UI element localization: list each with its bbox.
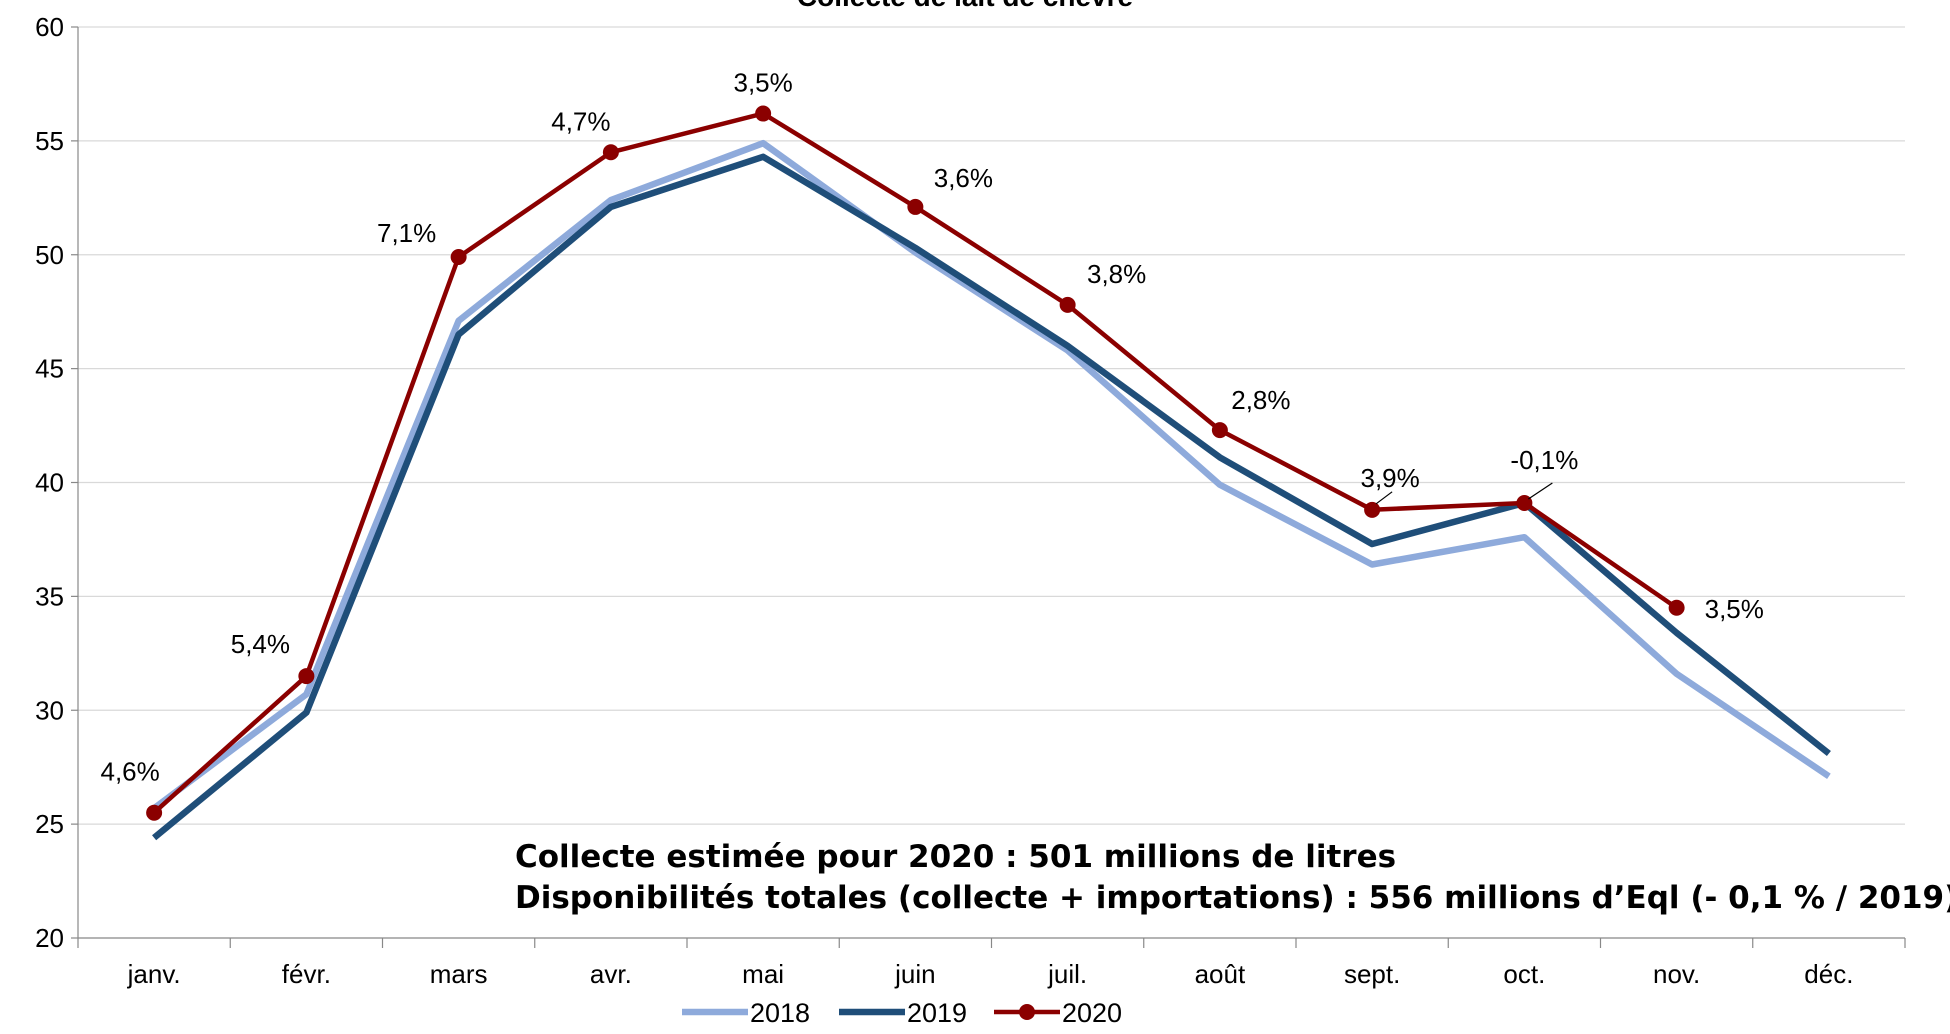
x-axis-ticks: janv. févr. mars avr. mai juin juil. août sept. o… [127,959,1854,989]
y-tick-label: 60 [35,12,64,42]
axes [71,26,1906,948]
data-label: 3,6% [934,163,993,193]
data-label: 4,7% [551,106,610,136]
label-leader [1528,482,1553,500]
data-label: -0,1% [1510,445,1578,475]
data-label: 3,5% [733,68,792,98]
gridlines [78,26,1905,825]
y-tick-label: 30 [35,695,64,725]
series-2020-point [602,144,619,161]
x-tick-label: sept. [1344,959,1400,989]
data-label: 3,9% [1360,463,1419,493]
series-2019-line [152,153,1831,841]
x-tick-label: oct. [1503,959,1545,989]
series-2020-point [1211,422,1228,439]
x-tick-label: août [1195,959,1246,989]
data-label: 5,4% [231,629,290,659]
x-tick-label: févr. [282,959,331,989]
data-label: 2,8% [1231,385,1290,415]
legend-marker-2020 [1019,1004,1035,1020]
series-2020-point [1059,296,1076,313]
y-tick-label: 40 [35,468,64,498]
legend: 2018 2019 2020 [682,998,1122,1028]
x-tick-label: juil. [1047,959,1087,989]
x-tick-label: avr. [590,959,632,989]
y-tick-label: 25 [35,809,64,839]
series-2020-point [450,249,467,266]
x-tick-label: mai [742,959,784,989]
data-label: 4,6% [100,757,159,787]
legend-label-2020: 2020 [1062,998,1122,1028]
series-2018-line [152,139,1831,811]
annotation-collecte: Collecte estimée pour 2020 : 501 million… [515,839,1396,875]
data-label: 3,5% [1705,594,1764,624]
y-tick-label: 20 [35,923,64,953]
chart-title: Collecte de lait de chèvre [797,0,1133,12]
y-axis-ticks: 20 25 30 35 40 45 50 55 60 [35,12,64,953]
y-tick-label: 50 [35,240,64,270]
y-tick-label: 55 [35,126,64,156]
series-2020-point [1364,501,1381,518]
series-2020-point [146,804,163,821]
y-tick-label: 35 [35,581,64,611]
series-2020-point [907,198,924,215]
x-tick-label: juin [894,959,935,989]
legend-label-2018: 2018 [750,998,810,1028]
x-tick-label: déc. [1804,959,1853,989]
series-2020-point [298,668,315,685]
legend-label-2019: 2019 [907,998,967,1028]
data-label: 7,1% [377,218,436,248]
series-2020-point [755,105,772,122]
data-labels: 4,6% 5,4% 7,1% 4,7% 3,5% 3,6% 3,8% 2,8% 3,9% -0,1… [100,68,1763,787]
x-tick-label: mars [430,959,488,989]
series-lines [146,105,1831,841]
series-2020-point [1668,599,1685,616]
data-label: 3,8% [1087,259,1146,289]
x-tick-label: nov. [1653,959,1700,989]
label-leader [1375,491,1393,505]
x-tick-label: janv. [127,959,181,989]
y-tick-label: 45 [35,354,64,384]
annotation-disponibilites: Disponibilités totales (collecte + impor… [515,880,1950,916]
